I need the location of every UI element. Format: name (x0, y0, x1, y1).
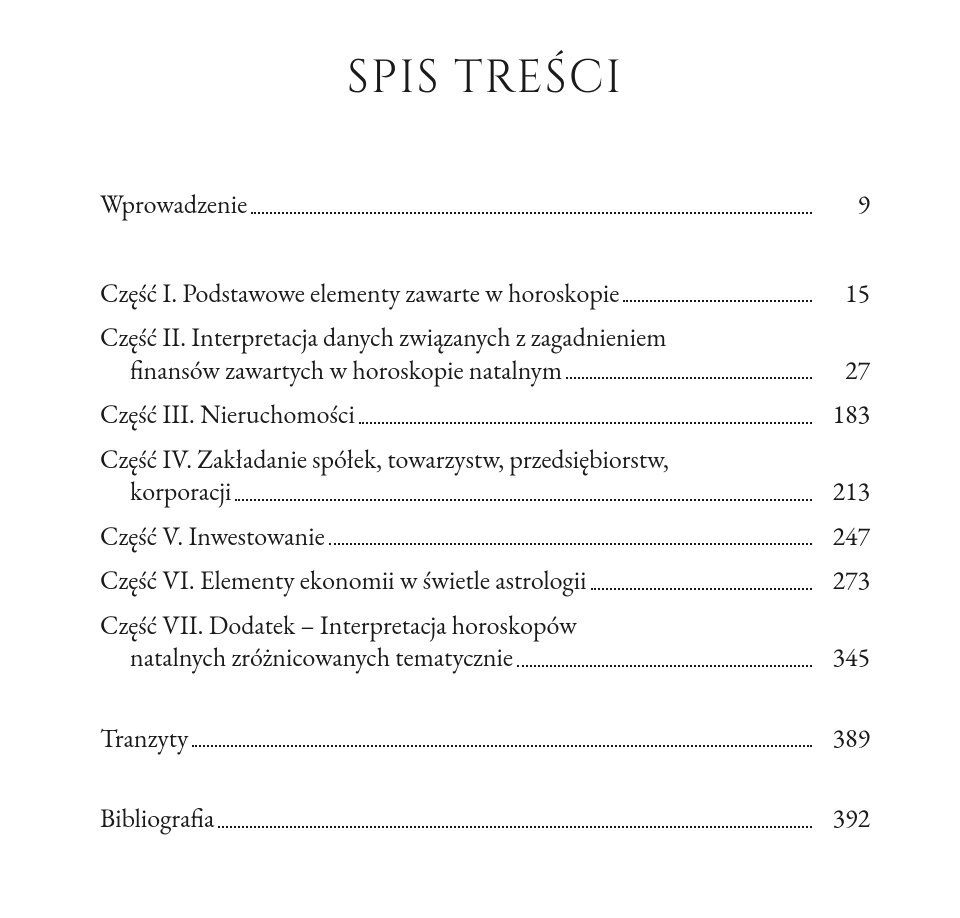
page-title: SPIS TREŚCI (100, 48, 870, 110)
toc-entry-label: Część VII. Dodatek – Interpretacja horos… (100, 609, 816, 674)
toc-entry-text: Część III. Nieruchomości (100, 398, 355, 431)
toc-entry-text: Część VI. Elementy ekonomii w świetle as… (100, 564, 587, 597)
toc-leader-dots (192, 745, 812, 747)
toc-entry-label: Część II. Interpretacja danych związanyc… (100, 321, 816, 386)
toc-page-number: 213 (816, 475, 870, 508)
toc-entry-label: Wprowadzenie (100, 188, 816, 221)
toc-entry: Tranzyty 389 (100, 722, 870, 755)
toc-entry: Część II. Interpretacja danych związanyc… (100, 321, 870, 386)
toc-entry: Część III. Nieruchomości 183 (100, 398, 870, 431)
toc-entry-text: Część IV. Zakładanie spółek, towarzystw,… (100, 443, 669, 476)
toc-page-number: 247 (816, 520, 870, 553)
toc-entry-label: Część IV. Zakładanie spółek, towarzystw,… (100, 443, 816, 508)
toc-leader-dots (623, 300, 812, 302)
toc-entry-label: Część V. Inwestowanie (100, 520, 816, 553)
toc-entry: Część IV. Zakładanie spółek, towarzystw,… (100, 443, 870, 508)
toc-entry: Część V. Inwestowanie 247 (100, 520, 870, 553)
toc-entry-text: natalnych zróżnicowanych tematycznie (100, 641, 513, 674)
toc-entry-label: Część I. Podstawowe elementy zawarte w h… (100, 277, 816, 310)
toc-entry-text: Część V. Inwestowanie (100, 520, 325, 553)
toc-entry-text: Tranzyty (100, 722, 188, 755)
toc-entry-text: finansów zawartych w horoskopie natalnym (100, 354, 562, 387)
toc-page-number: 15 (816, 277, 870, 310)
toc-entry-text: Część VII. Dodatek – Interpretacja horos… (100, 609, 577, 642)
toc-entry: Część I. Podstawowe elementy zawarte w h… (100, 277, 870, 310)
toc-entry: Wprowadzenie 9 (100, 188, 870, 221)
toc-entry-text: Część I. Podstawowe elementy zawarte w h… (100, 277, 619, 310)
toc-leader-dots (329, 543, 812, 545)
toc-leader-dots (251, 212, 812, 214)
toc-page-number: 273 (816, 564, 870, 597)
toc-leader-dots (591, 588, 813, 590)
toc-leader-dots (566, 377, 812, 379)
toc-page-number: 27 (816, 354, 870, 387)
table-of-contents: Wprowadzenie 9 Część I. Podstawowe element… (100, 188, 870, 835)
toc-page-number: 392 (816, 802, 870, 835)
toc-entry-label: Bibliografia (100, 802, 816, 835)
toc-page-number: 9 (816, 188, 870, 221)
toc-entry: Część VII. Dodatek – Interpretacja horos… (100, 609, 870, 674)
toc-page-number: 183 (816, 398, 870, 431)
toc-entry-label: Tranzyty (100, 722, 816, 755)
toc-page-number: 389 (816, 722, 870, 755)
toc-entry-text: korporacji (100, 475, 231, 508)
toc-entry-text: Bibliografia (100, 802, 214, 835)
toc-entry: Bibliografia 392 (100, 802, 870, 835)
toc-entry-label: Część III. Nieruchomości (100, 398, 816, 431)
toc-leader-dots (359, 422, 812, 424)
toc-entry-text: Wprowadzenie (100, 188, 247, 221)
toc-entry-text: Część II. Interpretacja danych związanyc… (100, 321, 667, 354)
toc-leader-dots (517, 665, 812, 667)
toc-entry-label: Część VI. Elementy ekonomii w świetle as… (100, 564, 816, 597)
toc-leader-dots (218, 826, 812, 828)
toc-entry: Część VI. Elementy ekonomii w świetle as… (100, 564, 870, 597)
toc-leader-dots (235, 499, 812, 501)
toc-page-number: 345 (816, 641, 870, 674)
